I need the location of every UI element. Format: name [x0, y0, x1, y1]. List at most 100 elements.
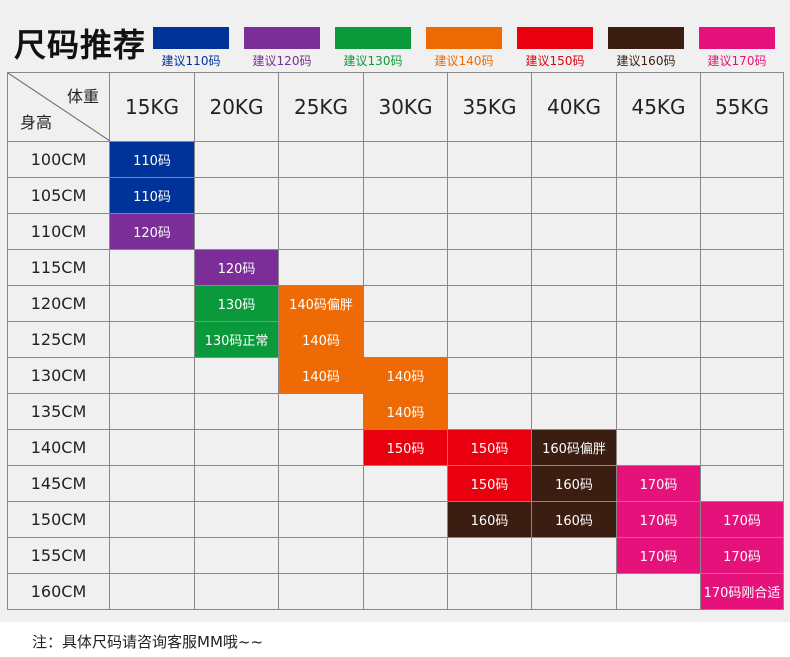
empty-cell	[616, 321, 701, 358]
size-cell: 150码	[363, 429, 448, 466]
weight-header: 55KG	[700, 72, 784, 142]
table-row: 135CM 140码	[7, 393, 784, 430]
empty-cell	[363, 501, 448, 538]
size-cell: 170码	[616, 537, 701, 574]
legend-label: 建议120码	[252, 54, 312, 68]
empty-cell	[278, 429, 364, 466]
empty-cell	[447, 357, 532, 394]
empty-cell	[194, 501, 279, 538]
empty-cell	[194, 465, 279, 502]
table-row: 150CM 160码 160码 170码 170码	[7, 501, 784, 538]
empty-cell	[616, 141, 701, 178]
height-label: 115CM	[7, 249, 110, 286]
table-row: 145CM 150码 160码 170码	[7, 465, 784, 502]
legend-swatch	[517, 27, 593, 49]
corner-height-label: 身高	[20, 113, 53, 132]
empty-cell	[700, 393, 784, 430]
empty-cell	[447, 537, 532, 574]
table-row: 110CM 120码	[7, 213, 784, 250]
empty-cell	[616, 177, 701, 214]
empty-cell	[194, 537, 279, 574]
empty-cell	[531, 249, 617, 286]
legend-swatch	[244, 27, 320, 49]
empty-cell	[194, 141, 279, 178]
legend-label: 建议170码	[707, 54, 767, 68]
height-label: 140CM	[7, 429, 110, 466]
size-cell: 130码	[194, 285, 279, 322]
empty-cell	[363, 285, 448, 322]
empty-cell	[447, 141, 532, 178]
table-row: 120CM 130码 140码偏胖	[7, 285, 784, 322]
table-body: 100CM 110码 105CM 110码 110CM 120码 115CM 120码 120C…	[7, 141, 784, 610]
empty-cell	[278, 393, 364, 430]
empty-cell	[700, 429, 784, 466]
empty-cell	[531, 573, 617, 610]
size-cell: 170码	[616, 465, 701, 502]
legend-label: 建议130码	[343, 54, 403, 68]
empty-cell	[616, 393, 701, 430]
empty-cell	[447, 177, 532, 214]
size-cell: 170码	[700, 537, 784, 574]
table-row: 115CM 120码	[7, 249, 784, 286]
empty-cell	[109, 393, 195, 430]
size-cell: 140码	[363, 393, 448, 430]
size-cell: 170码	[616, 501, 701, 538]
height-label: 120CM	[7, 285, 110, 322]
empty-cell	[531, 321, 617, 358]
size-cell: 170码刚合适	[700, 573, 784, 610]
empty-cell	[531, 213, 617, 250]
empty-cell	[616, 573, 701, 610]
height-label: 155CM	[7, 537, 110, 574]
empty-cell	[700, 321, 784, 358]
empty-cell	[363, 573, 448, 610]
legend-label: 建议140码	[434, 54, 494, 68]
legend-swatch	[699, 27, 775, 49]
legend-item: 建议140码	[426, 27, 502, 69]
empty-cell	[278, 141, 364, 178]
empty-cell	[447, 573, 532, 610]
legend-item: 建议150码	[517, 27, 593, 69]
empty-cell	[278, 249, 364, 286]
empty-cell	[278, 177, 364, 214]
weight-header: 40KG	[531, 72, 617, 142]
height-label: 135CM	[7, 393, 110, 430]
weight-header: 25KG	[278, 72, 364, 142]
empty-cell	[278, 501, 364, 538]
empty-cell	[700, 357, 784, 394]
empty-cell	[447, 393, 532, 430]
legend-item: 建议130码	[335, 27, 411, 69]
size-cell: 160码	[447, 501, 532, 538]
height-label: 130CM	[7, 357, 110, 394]
weight-header: 35KG	[447, 72, 532, 142]
empty-cell	[363, 213, 448, 250]
size-cell: 140码	[278, 321, 364, 358]
weight-header-row: 体重 身高 15KG 20KG 25KG 30KG 35KG 40KG 45KG 55KG	[7, 72, 784, 142]
empty-cell	[194, 429, 279, 466]
legend-label: 建议110码	[161, 54, 221, 68]
legend-item: 建议160码	[608, 27, 684, 69]
weight-header: 15KG	[109, 72, 195, 142]
empty-cell	[278, 213, 364, 250]
table-row: 140CM 150码 150码 160码偏胖	[7, 429, 784, 466]
empty-cell	[194, 573, 279, 610]
footer-note: 注：具体尺码请咨询客服MM哦~~	[32, 633, 264, 651]
empty-cell	[447, 285, 532, 322]
legend-swatch	[608, 27, 684, 49]
legend-swatch	[335, 27, 411, 49]
empty-cell	[363, 177, 448, 214]
empty-cell	[194, 177, 279, 214]
table-row: 100CM 110码	[7, 141, 784, 178]
height-label: 105CM	[7, 177, 110, 214]
corner-diagonal-line	[8, 73, 110, 141]
empty-cell	[109, 429, 195, 466]
empty-cell	[616, 429, 701, 466]
empty-cell	[700, 285, 784, 322]
empty-cell	[363, 249, 448, 286]
table-row: 155CM 170码 170码	[7, 537, 784, 574]
empty-cell	[109, 321, 195, 358]
height-label: 125CM	[7, 321, 110, 358]
empty-cell	[278, 465, 364, 502]
height-label: 110CM	[7, 213, 110, 250]
empty-cell	[278, 537, 364, 574]
size-cell: 120码	[194, 249, 279, 286]
